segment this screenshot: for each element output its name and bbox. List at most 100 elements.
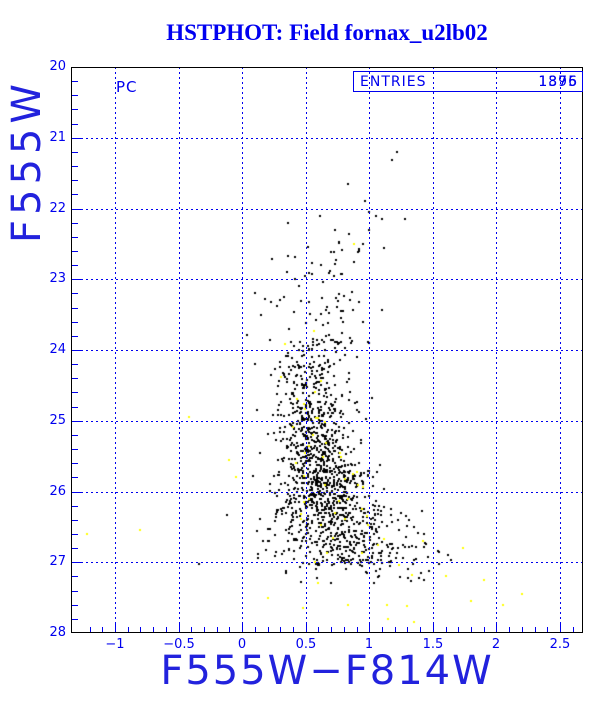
y-minor-tick — [72, 534, 78, 535]
y-minor-tick — [72, 378, 78, 379]
x-minor-tick — [90, 627, 91, 632]
y-minor-tick — [72, 591, 78, 592]
x-minor-tick — [446, 627, 447, 632]
y-minor-tick — [72, 180, 78, 181]
y-minor-tick — [72, 392, 78, 393]
x-major-tick — [242, 623, 243, 632]
y-minor-tick — [72, 194, 78, 195]
x-minor-tick — [509, 627, 510, 632]
x-minor-tick — [153, 627, 154, 632]
entries-box: ENTRIES 1895 1376 — [353, 71, 583, 92]
y-minor-tick — [72, 605, 78, 606]
x-tick-label: −1 — [105, 637, 125, 652]
y-tick-label: 27 — [49, 554, 66, 569]
x-minor-tick — [458, 627, 459, 632]
y-minor-tick — [72, 463, 78, 464]
y-minor-tick — [72, 407, 78, 408]
entries-label: ENTRIES — [360, 74, 427, 90]
gridline-y — [71, 279, 583, 280]
x-tick-label: 2 — [491, 637, 501, 652]
y-tick-label: 23 — [49, 271, 66, 286]
y-major-tick — [72, 350, 83, 351]
x-minor-tick — [357, 627, 358, 632]
plot-frame — [71, 67, 583, 633]
x-minor-tick — [318, 627, 319, 632]
y-tick-label: 24 — [49, 342, 66, 357]
y-tick-label: 21 — [49, 130, 66, 145]
x-tick-label: 0.5 — [295, 637, 317, 652]
y-minor-tick — [72, 251, 78, 252]
x-minor-tick — [420, 627, 421, 632]
y-minor-tick — [72, 435, 78, 436]
y-minor-tick — [72, 619, 78, 620]
x-minor-tick — [102, 627, 103, 632]
gridline-y — [71, 138, 583, 139]
x-minor-tick — [522, 627, 523, 632]
x-tick-label: 1 — [364, 637, 374, 652]
y-major-tick — [72, 492, 83, 493]
y-tick-label: 22 — [49, 201, 66, 216]
y-minor-tick — [72, 95, 78, 96]
x-minor-tick — [382, 627, 383, 632]
x-tick-label: 2.5 — [549, 637, 571, 652]
y-minor-tick — [72, 81, 78, 82]
x-minor-tick — [535, 627, 536, 632]
x-minor-tick — [573, 627, 574, 632]
x-tick-label: 0 — [237, 637, 247, 652]
y-minor-tick — [72, 109, 78, 110]
y-minor-tick — [72, 520, 78, 521]
y-tick-label: 20 — [49, 59, 66, 74]
y-minor-tick — [72, 364, 78, 365]
y-minor-tick — [72, 506, 78, 507]
y-minor-tick — [72, 449, 78, 450]
x-major-tick — [179, 623, 180, 632]
x-tick-label: 1.5 — [422, 637, 444, 652]
entries-value-2: 1376 — [538, 74, 578, 90]
y-minor-tick — [72, 308, 78, 309]
x-minor-tick — [471, 627, 472, 632]
x-minor-tick — [293, 627, 294, 632]
x-major-tick — [115, 623, 116, 632]
y-minor-tick — [72, 548, 78, 549]
y-minor-tick — [72, 477, 78, 478]
gridline-y — [71, 209, 583, 210]
x-minor-tick — [407, 627, 408, 632]
x-major-tick — [560, 623, 561, 632]
x-major-tick — [433, 623, 434, 632]
x-minor-tick — [166, 627, 167, 632]
y-major-tick — [72, 421, 83, 422]
y-tick-label: 26 — [49, 484, 66, 499]
gridline-y — [71, 350, 583, 351]
entries-value-1: 1895 — [538, 74, 578, 90]
x-minor-tick — [331, 627, 332, 632]
x-minor-tick — [344, 627, 345, 632]
x-minor-tick — [280, 627, 281, 632]
y-minor-tick — [72, 124, 78, 125]
y-tick-label: 28 — [49, 625, 66, 640]
y-major-tick — [72, 562, 83, 563]
gridline-y — [71, 492, 583, 493]
x-major-tick — [496, 623, 497, 632]
x-minor-tick — [268, 627, 269, 632]
y-minor-tick — [72, 576, 78, 577]
x-minor-tick — [140, 627, 141, 632]
y-minor-tick — [72, 166, 78, 167]
y-major-tick — [72, 279, 83, 280]
y-minor-tick — [72, 265, 78, 266]
chip-label: PC — [116, 78, 138, 96]
x-major-tick — [369, 623, 370, 632]
x-tick-label: −0.5 — [163, 637, 195, 652]
x-minor-tick — [547, 627, 548, 632]
y-major-tick — [72, 209, 83, 210]
y-tick-label: 25 — [49, 413, 66, 428]
gridline-y — [71, 421, 583, 422]
y-minor-tick — [72, 336, 78, 337]
x-minor-tick — [191, 627, 192, 632]
gridline-y — [71, 562, 583, 563]
x-minor-tick — [204, 627, 205, 632]
y-major-tick — [72, 138, 83, 139]
y-minor-tick — [72, 223, 78, 224]
x-minor-tick — [229, 627, 230, 632]
x-minor-tick — [484, 627, 485, 632]
